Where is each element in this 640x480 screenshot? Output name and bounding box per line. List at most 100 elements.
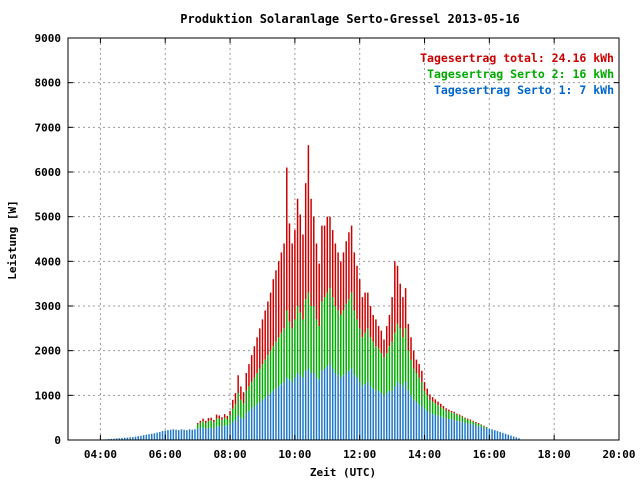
bar-segment	[418, 364, 420, 378]
bar-segment	[337, 252, 339, 311]
x-tick-label: 10:00	[278, 448, 311, 461]
x-axis-label: Zeit (UTC)	[310, 466, 376, 479]
bar-segment	[458, 415, 461, 422]
bar-segment	[283, 381, 285, 440]
bar-segment	[199, 422, 202, 428]
bar-segment	[207, 418, 210, 422]
bar-segment	[458, 414, 461, 416]
bar-segment	[248, 386, 250, 411]
bar-segment	[145, 434, 148, 440]
bar-segment	[183, 429, 185, 440]
bar-segment	[402, 297, 404, 338]
bar-segment	[375, 319, 377, 347]
y-axis-label: Leistung [W]	[6, 200, 19, 279]
bar-segment	[334, 373, 337, 440]
bar-segment	[383, 395, 385, 440]
bar-segment	[402, 386, 404, 440]
bar-segment	[442, 406, 445, 409]
bar-segment	[461, 416, 464, 423]
bar-segment	[512, 436, 515, 440]
bar-segment	[448, 419, 450, 440]
bar-segment	[426, 395, 428, 411]
bar-segment	[431, 397, 434, 402]
bar-segment	[434, 414, 437, 440]
bar-segment	[205, 428, 207, 440]
bar-segment	[237, 393, 239, 416]
bar-segment	[134, 436, 137, 440]
bar-segment	[191, 429, 193, 440]
bar-segment	[491, 429, 493, 440]
bar-segment	[423, 381, 426, 391]
bar-segment	[221, 426, 223, 440]
bar-segment	[348, 232, 350, 300]
bar-segment	[213, 419, 215, 423]
bar-segment	[372, 314, 374, 342]
bar-segment	[240, 417, 242, 440]
bar-segment	[342, 252, 345, 311]
bar-segment	[264, 397, 266, 440]
bar-segment	[358, 381, 361, 440]
bar-segment	[340, 261, 342, 315]
bar-segment	[307, 292, 310, 369]
y-tick-label: 6000	[35, 166, 62, 179]
bar-segment	[205, 420, 207, 424]
bar-segment	[464, 423, 466, 440]
bar-segment	[475, 422, 477, 424]
bar-segment	[331, 297, 334, 369]
bar-segment	[353, 375, 356, 440]
bar-segment	[167, 430, 169, 440]
bar-segment	[234, 404, 237, 420]
bar-segment	[329, 216, 331, 289]
bar-segment	[480, 424, 482, 427]
bar-segment	[302, 319, 304, 378]
bar-segment	[469, 423, 472, 440]
bar-segment	[161, 431, 164, 440]
bar-segment	[485, 428, 488, 440]
bar-segment	[356, 265, 358, 320]
bar-segment	[342, 310, 345, 376]
bar-segment	[304, 183, 307, 300]
bar-segment	[453, 413, 455, 420]
y-tick-label: 2000	[35, 345, 62, 358]
bar-segment	[434, 399, 437, 404]
bar-segment	[399, 283, 401, 329]
bar-segment	[272, 346, 275, 391]
bar-segment	[210, 417, 212, 421]
bar-segment	[464, 417, 466, 419]
bar-segment	[461, 415, 464, 417]
bar-segment	[418, 404, 420, 440]
bar-segment	[502, 432, 504, 440]
bar-segment	[429, 394, 431, 400]
bar-segment	[515, 437, 518, 440]
bar-segment	[483, 427, 485, 440]
bar-segment	[194, 429, 196, 440]
bar-segment	[240, 386, 242, 400]
bar-segment	[361, 386, 364, 440]
bar-segment	[205, 423, 207, 429]
bar-segment	[240, 399, 242, 418]
bar-segment	[380, 393, 383, 440]
bar-segment	[159, 431, 161, 440]
bar-segment	[250, 355, 253, 382]
bar-segment	[350, 368, 353, 440]
bar-segment	[296, 306, 299, 373]
bar-segment	[361, 297, 364, 338]
bar-segment	[267, 355, 269, 396]
bar-segment	[456, 420, 458, 440]
bar-segment	[323, 297, 326, 369]
bar-segment	[196, 428, 199, 440]
bar-segment	[242, 403, 245, 419]
bar-segment	[283, 243, 285, 329]
bar-segment	[394, 261, 396, 333]
x-tick-label: 12:00	[343, 448, 376, 461]
bar-segment	[215, 418, 218, 427]
bar-segment	[358, 279, 361, 329]
bar-segment	[404, 288, 407, 329]
bar-segment	[356, 377, 358, 440]
bar-segment	[475, 425, 477, 440]
bar-segment	[313, 216, 315, 306]
bar-segment	[488, 428, 491, 440]
bar-segment	[456, 413, 458, 415]
bar-segment	[229, 423, 231, 440]
bar-segment	[410, 337, 412, 360]
